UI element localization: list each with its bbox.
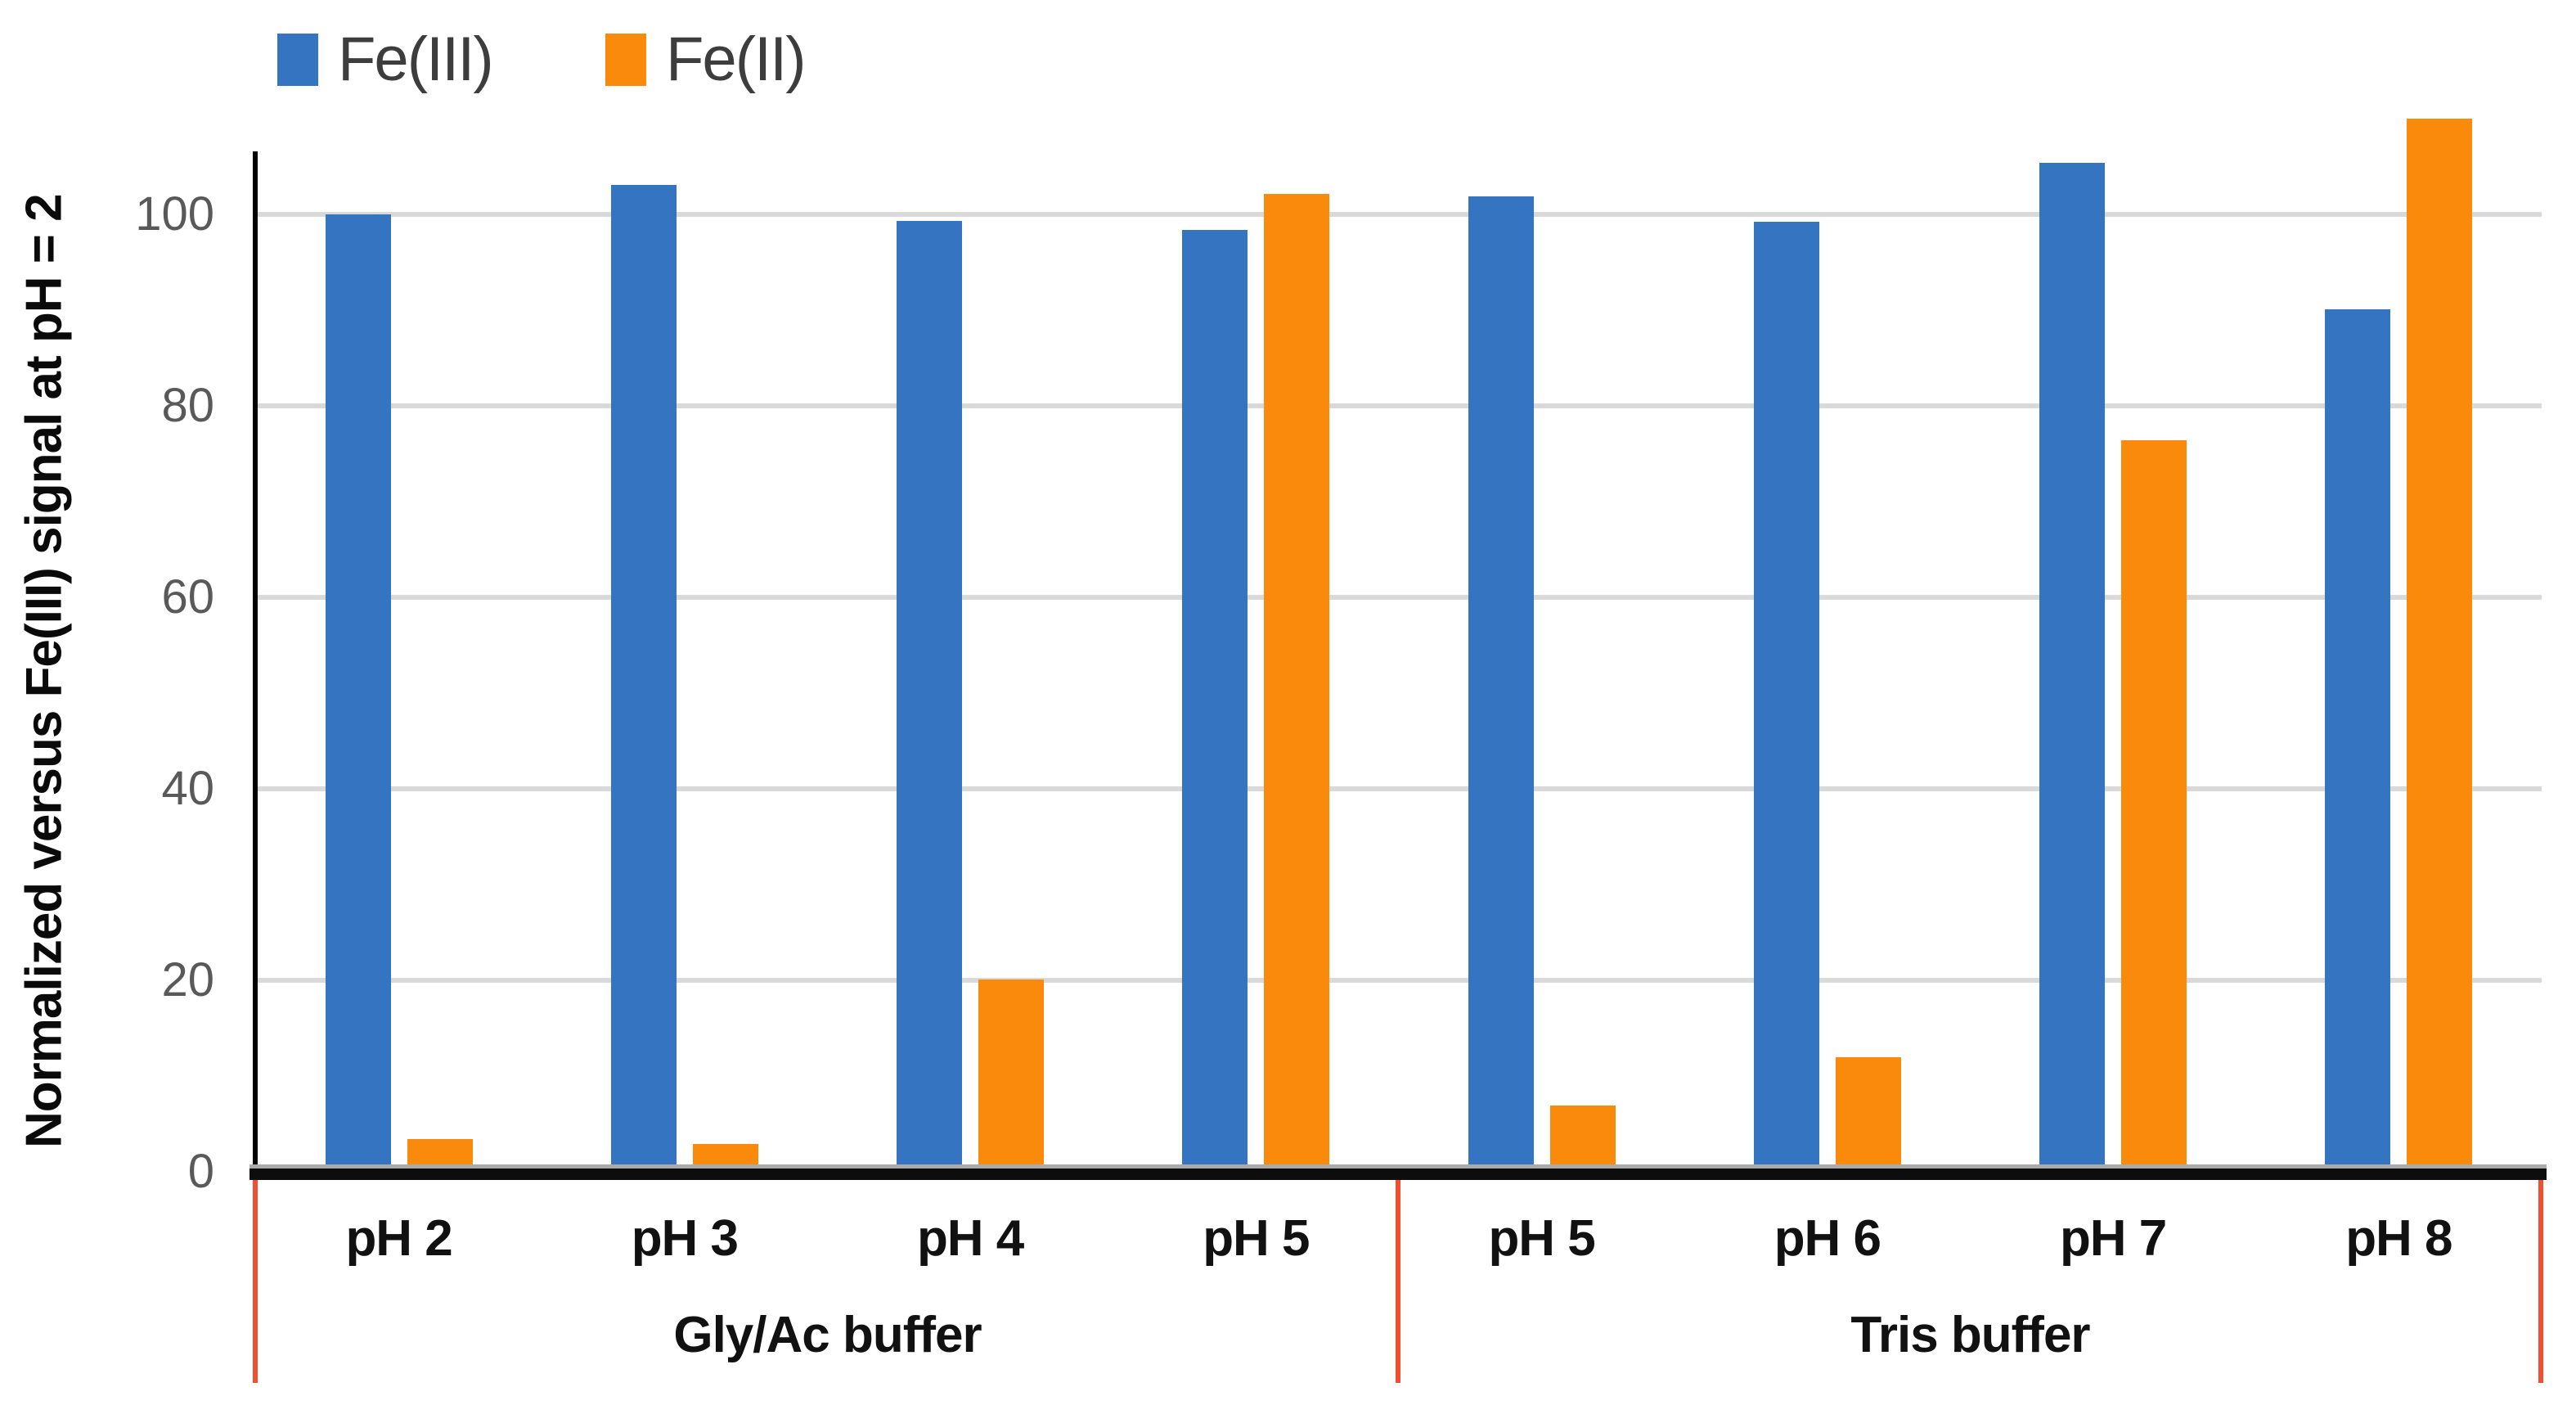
chart-legend: Fe(III) Fe(II): [277, 23, 1014, 97]
bar-feii-ph5: [1264, 194, 1330, 1172]
y-tick-label-80: 80: [161, 379, 214, 432]
bar-feii-ph6: [1835, 1056, 1901, 1172]
x-axis-line: [250, 1169, 2547, 1180]
y-tick-label-100: 100: [135, 187, 214, 241]
y-axis-line: [253, 151, 258, 1172]
category-label-4: pH 5: [1488, 1210, 1595, 1267]
category-label-3: pH 5: [1203, 1210, 1310, 1267]
bar-feii-ph8: [2407, 119, 2473, 1172]
group-divider-bottom-0: [253, 1275, 258, 1383]
category-label-1: pH 3: [631, 1210, 739, 1267]
legend-label-fe3: Fe(III): [338, 25, 494, 94]
gridline-20: [256, 978, 2542, 983]
category-label-7: pH 8: [2345, 1210, 2452, 1267]
gridline-40: [256, 786, 2542, 791]
bar-feiii-ph8: [2325, 308, 2391, 1172]
bar-feiii-ph7: [2039, 162, 2106, 1172]
bar-feiii-ph5: [1468, 196, 1534, 1172]
bar-feiii-ph5: [1182, 229, 1248, 1172]
legend-item-fe3: Fe(III): [277, 23, 494, 97]
legend-swatch-fe2-icon: [605, 34, 646, 86]
y-tick-label-0: 0: [187, 1145, 214, 1198]
category-label-6: pH 7: [2059, 1210, 2167, 1267]
legend-swatch-fe3-icon: [277, 34, 318, 86]
legend-label-fe2: Fe(II): [666, 25, 807, 94]
group-divider-top-8: [2538, 1175, 2543, 1275]
category-label-2: pH 4: [916, 1210, 1024, 1267]
group-label-0: Gly/Ac buffer: [673, 1307, 982, 1363]
category-label-0: pH 2: [345, 1210, 452, 1267]
group-label-1: Tris buffer: [1850, 1307, 2090, 1363]
group-divider-top-4: [1396, 1175, 1400, 1275]
gridline-80: [256, 403, 2542, 408]
gridline-60: [256, 595, 2542, 600]
y-tick-label-20: 20: [161, 953, 214, 1006]
y-tick-label-40: 40: [161, 762, 214, 815]
legend-item-fe2: Fe(II): [605, 23, 807, 97]
group-divider-bottom-8: [2538, 1275, 2543, 1383]
gridline-100: [256, 212, 2542, 217]
bar-feiii-ph3: [610, 184, 677, 1172]
bar-feii-ph7: [2121, 440, 2187, 1172]
bar-feiii-ph2: [325, 214, 391, 1172]
bar-feiii-ph4: [897, 221, 963, 1172]
y-tick-label-60: 60: [161, 570, 214, 624]
group-divider-top-0: [253, 1175, 258, 1275]
category-label-5: pH 6: [1774, 1210, 1881, 1267]
bar-feii-ph4: [978, 979, 1045, 1172]
group-divider-bottom-4: [1396, 1275, 1400, 1383]
x-axis-shadow-line: [250, 1164, 2547, 1169]
bar-feii-ph5: [1549, 1106, 1616, 1172]
bar-feiii-ph6: [1753, 222, 1819, 1172]
